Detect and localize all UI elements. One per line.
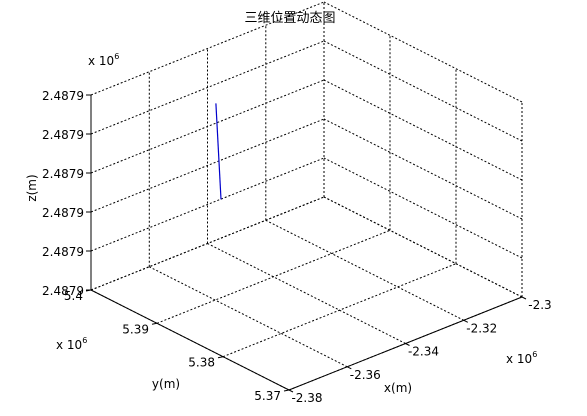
y-gridline-floor [156,229,391,324]
x-tick-mark [521,296,527,300]
z-tick-label: 2.4879 [42,245,84,259]
x-axis-label: x(m) [384,381,412,395]
trajectory-line [215,103,222,200]
z-gridline-back-wall [90,196,325,291]
x-tick-label: -2.3 [528,298,551,312]
z-gridline-right-wall [323,79,523,181]
chart-title: 三维位置动态图 [244,11,335,26]
z-axis-label: z(m) [25,174,39,201]
y-tick-label: 5.37 [254,389,281,403]
y-tick-mark [151,322,158,325]
z-tick-label: 2.4879 [42,206,84,220]
x-tick-label: -2.32 [466,321,497,335]
x-tick-label: -2.38 [291,391,322,405]
z-tick-label: 2.4879 [42,284,84,298]
y-axis-line [90,289,290,391]
y-axis-label: y(m) [152,377,180,391]
x-tick-label: -2.34 [408,345,439,359]
z-exponent-label: x 106 [88,52,119,68]
z-gridline-right-wall [323,157,523,259]
x-tick-mark [405,343,410,346]
z-gridline-back-wall [90,40,325,135]
x-tick-mark [288,389,294,393]
z-gridline-right-wall [323,40,523,142]
tick-labels: -2.38-2.36-2.34-2.32-2.35.375.385.395.42… [42,89,552,405]
x-gridline-floor [207,243,406,344]
x-tick-label: -2.36 [350,368,381,382]
x-gridline-floor [149,266,348,368]
z-gridline-right-wall [323,118,523,220]
y-tick-label: 5.4 [64,289,83,303]
axes-box [85,94,527,393]
z-gridline-right-wall [323,196,523,298]
y-exponent-label: x 106 [56,336,87,352]
y-tick-mark [283,389,290,392]
y-tick-label: 5.39 [122,322,149,336]
z-gridline-back-wall [90,79,325,174]
y-tick-mark [217,356,224,359]
z-gridline-back-wall [90,1,325,96]
x-tick-mark [463,319,469,323]
y-gridline-floor [222,263,457,358]
z-gridline-back-wall [90,157,325,252]
z-tick-label: 2.4879 [42,167,84,181]
z-tick-label: 2.4879 [42,128,84,142]
z-gridline-back-wall [90,118,325,213]
x-tick-mark [347,366,352,370]
grid-layer [90,1,523,391]
z-gridline-right-wall [323,1,523,103]
x-exponent-label: x 106 [506,350,537,366]
data-layer [215,103,222,200]
y-tick-label: 5.38 [188,356,215,370]
z-tick-label: 2.4879 [42,89,84,103]
x-gridline-floor [265,219,465,321]
